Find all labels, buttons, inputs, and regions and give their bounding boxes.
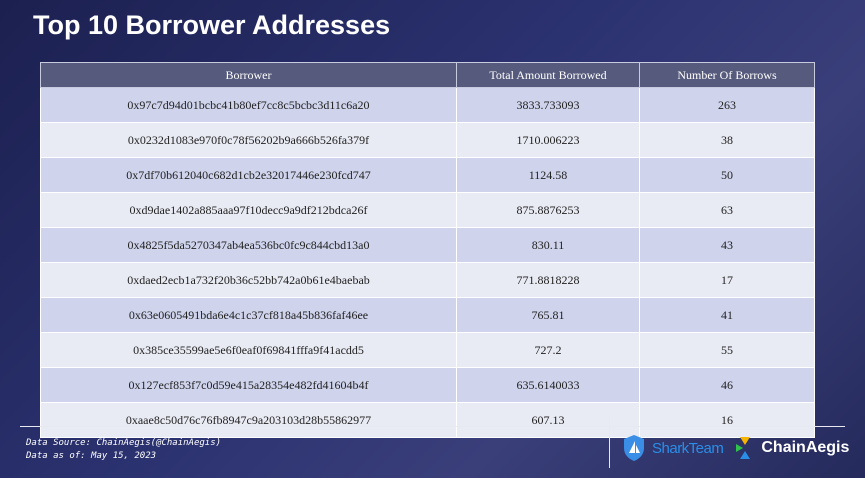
amount-cell: 727.2 (456, 332, 640, 368)
amount-cell: 607.13 (456, 402, 640, 438)
count-cell: 38 (639, 122, 815, 158)
table-row: 0x63e0605491bda6e4c1c37cf818a45b836faf46… (40, 297, 815, 333)
borrower-cell: 0x0232d1083e970f0c78f56202b9a666b526fa37… (40, 122, 457, 158)
amount-cell: 1124.58 (456, 157, 640, 193)
data-source: Data Source: ChainAegis(@ChainAegis) (26, 438, 222, 448)
borrower-cell: 0x127ecf853f7c0d59e415a28354e482fd41604b… (40, 367, 457, 403)
count-cell: 46 (639, 367, 815, 403)
amount-cell: 1710.006223 (456, 122, 640, 158)
table-row: 0x0232d1083e970f0c78f56202b9a666b526fa37… (40, 122, 815, 158)
table-row: 0xd9dae1402a885aaa97f10decc9a9df212bdca2… (40, 192, 815, 228)
data-date: Data as of: May 15, 2023 (26, 451, 157, 461)
amount-cell: 635.6140033 (456, 367, 640, 403)
sharkteam-logo: SharkTeam (652, 439, 724, 457)
count-cell: 50 (639, 157, 815, 193)
amount-cell: 765.81 (456, 297, 640, 333)
column-header: Number Of Borrows (639, 62, 815, 88)
divider-vertical (609, 415, 610, 468)
borrower-cell: 0xd9dae1402a885aaa97f10decc9a9df212bdca2… (40, 192, 457, 228)
sharkteam-shield-icon (624, 435, 644, 461)
table-row: 0x4825f5da5270347ab4ea536bc0fc9c844cbd13… (40, 227, 815, 263)
borrower-cell: 0x97c7d94d01bcbc41b80ef7cc8c5bcbc3d11c6a… (40, 87, 457, 123)
count-cell: 17 (639, 262, 815, 298)
count-cell: 43 (639, 227, 815, 263)
borrower-cell: 0x385ce35599ae5e6f0eaf0f69841fffa9f41acd… (40, 332, 457, 368)
count-cell: 263 (639, 87, 815, 123)
borrowers-table: Borrower Total Amount Borrowed Number Of B… (40, 62, 815, 438)
count-cell: 16 (639, 402, 815, 438)
column-header: Borrower (40, 62, 457, 88)
chainaegis-logo: ChainAegis (761, 439, 850, 456)
table-row: 0x7df70b612040c682d1cb2e32017446e230fcd7… (40, 157, 815, 193)
table-row: 0xaae8c50d76c76fb8947c9a203103d28b558629… (40, 402, 815, 438)
amount-cell: 771.8818228 (456, 262, 640, 298)
table-row: 0x97c7d94d01bcbc41b80ef7cc8c5bcbc3d11c6a… (40, 87, 815, 123)
count-cell: 63 (639, 192, 815, 228)
logos: SharkTeam ChainAegis (622, 434, 849, 462)
borrower-cell: 0xdaed2ecb1a732f20b36c52bb742a0b61e4baeb… (40, 262, 457, 298)
table-row: 0x385ce35599ae5e6f0eaf0f69841fffa9f41acd… (40, 332, 815, 368)
amount-cell: 875.8876253 (456, 192, 640, 228)
borrower-cell: 0xaae8c50d76c76fb8947c9a203103d28b558629… (40, 402, 457, 438)
table-row: 0xdaed2ecb1a732f20b36c52bb742a0b61e4baeb… (40, 262, 815, 298)
footer-source: Data Source: ChainAegis(@ChainAegis) Dat… (26, 437, 221, 463)
column-header: Total Amount Borrowed (456, 62, 640, 88)
chainaegis-logo-icon (736, 437, 751, 459)
borrower-cell: 0x4825f5da5270347ab4ea536bc0fc9c844cbd13… (40, 227, 457, 263)
table-row: 0x127ecf853f7c0d59e415a28354e482fd41604b… (40, 367, 815, 403)
amount-cell: 830.11 (456, 227, 640, 263)
count-cell: 41 (639, 297, 815, 333)
count-cell: 55 (639, 332, 815, 368)
amount-cell: 3833.733093 (456, 87, 640, 123)
page-title: Top 10 Borrower Addresses (33, 10, 391, 40)
borrower-cell: 0x63e0605491bda6e4c1c37cf818a45b836faf46… (40, 297, 457, 333)
borrower-cell: 0x7df70b612040c682d1cb2e32017446e230fcd7… (40, 157, 457, 193)
divider (20, 426, 845, 427)
